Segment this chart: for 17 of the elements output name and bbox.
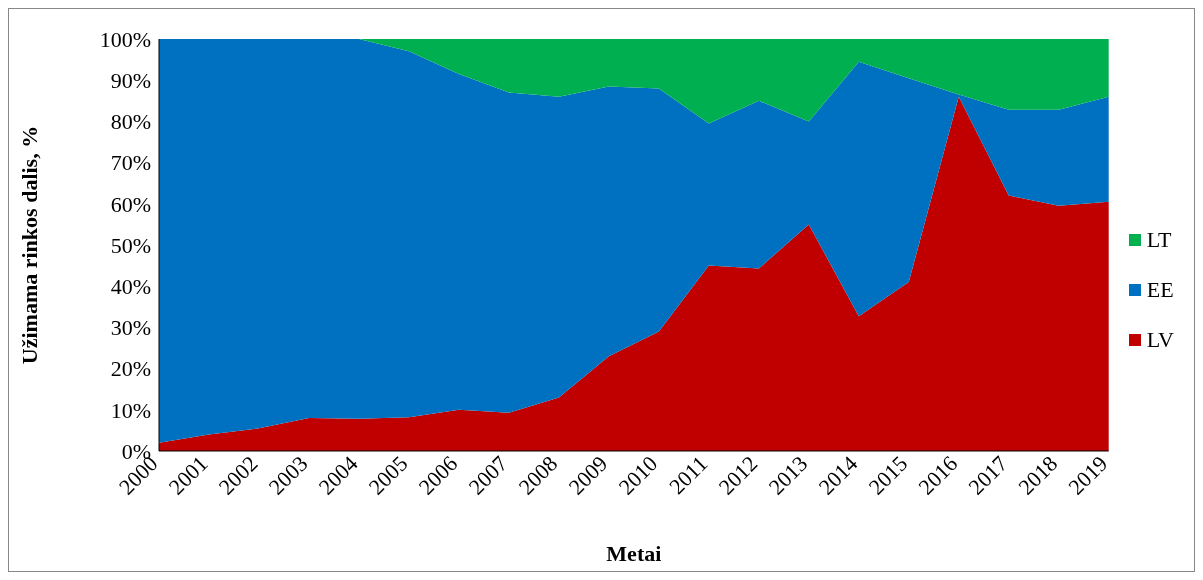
y-tick-label: 70% (110, 150, 151, 176)
y-tick-label: 80% (110, 109, 151, 135)
y-tick-label: 20% (110, 356, 151, 382)
x-tick-label: 2011 (664, 450, 713, 500)
y-tick-label: 10% (110, 397, 151, 423)
legend-label: EE (1146, 277, 1174, 303)
y-tick-label: 90% (110, 68, 151, 94)
legend-label: LT (1146, 227, 1172, 253)
legend-label: LV (1146, 327, 1174, 353)
x-tick-label: 2001 (163, 450, 213, 500)
y-axis-title: Užimama rinkos dalis, % (16, 125, 42, 365)
y-tick-label: 30% (110, 315, 151, 341)
y-tick-label: 60% (110, 191, 151, 217)
y-tick-label: 50% (110, 232, 151, 258)
y-tick-label: 40% (110, 274, 151, 300)
x-axis-title: Metai (606, 541, 662, 566)
y-tick-label: 100% (99, 26, 151, 52)
